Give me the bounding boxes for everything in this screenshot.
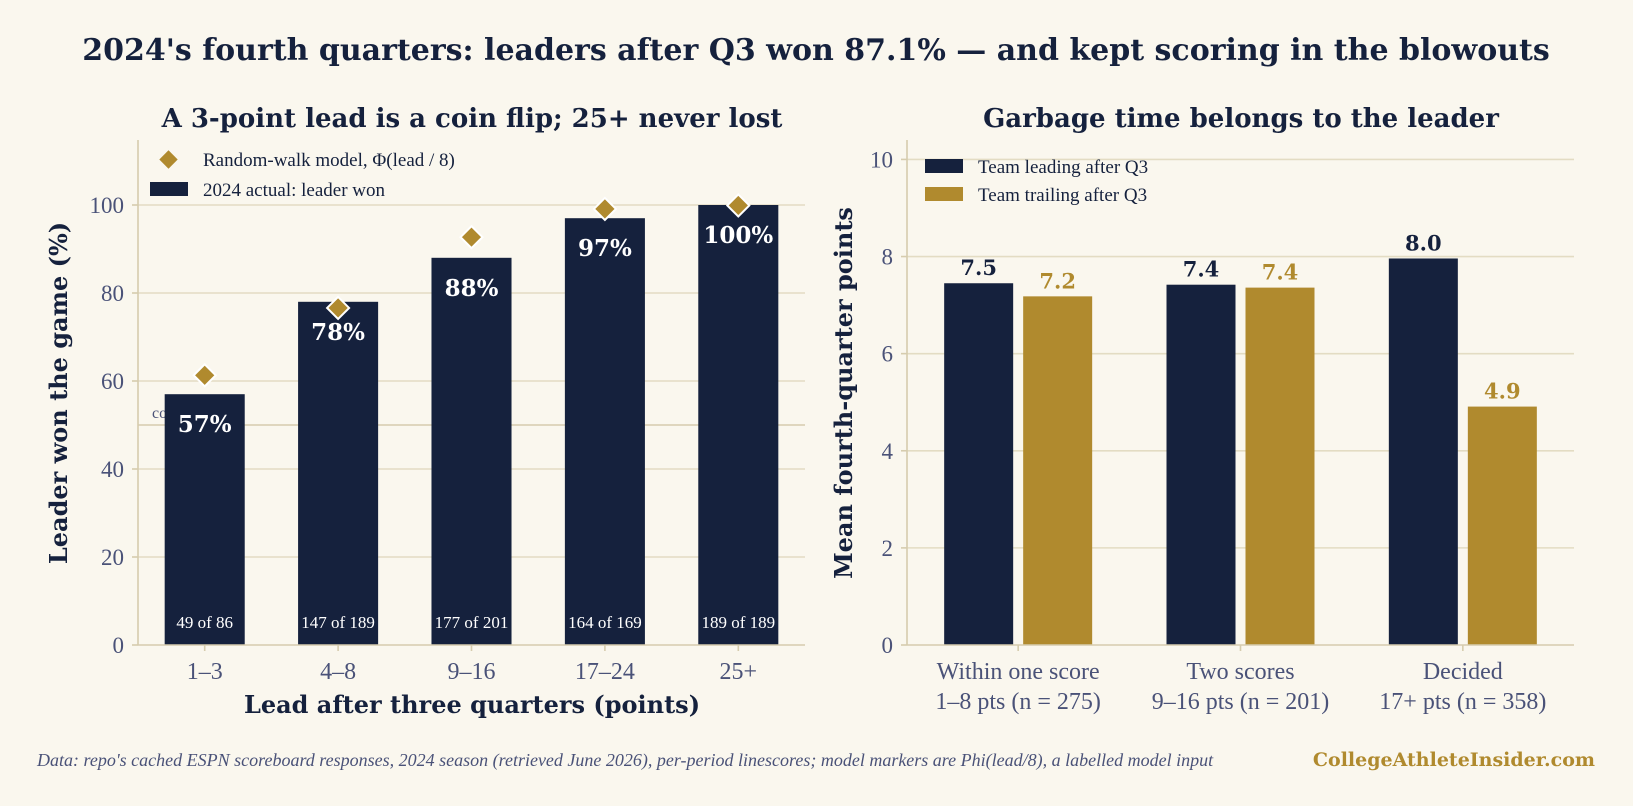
left-model-markers	[192, 193, 751, 388]
bar	[698, 205, 779, 645]
bar	[1166, 284, 1236, 645]
legend-marker-model	[159, 150, 178, 169]
right-axes: 0 2 4 6 8 10 Within one score 1–8 pts (n = 275)…	[870, 140, 1574, 715]
right-chart: Garbage time belongs to the leader 7.5 7.…	[829, 104, 1574, 715]
y-tick-label: 20	[101, 545, 124, 570]
x-tick-label: Within one score	[937, 659, 1100, 685]
bar-count-label: 177 of 201	[435, 613, 509, 632]
y-tick-label: 100	[90, 193, 125, 218]
model-marker	[192, 362, 218, 388]
right-gridlines	[907, 158, 1574, 549]
bar-value-label: 7.4	[1262, 260, 1299, 285]
bar-count-label: 147 of 189	[301, 613, 375, 632]
x-tick-label: 17–24	[575, 659, 635, 685]
bar-value-label: 7.5	[960, 255, 997, 280]
legend-label-trailing: Team trailing after Q3	[978, 185, 1147, 206]
y-tick-label: 6	[882, 342, 894, 367]
left-y-axis-label: Leader won the game (%)	[44, 222, 73, 564]
legend-label-model: Random-walk model, Φ(lead / 8)	[203, 150, 455, 171]
credit: CollegeAthleteInsider.com	[1313, 749, 1595, 771]
footnote: Data: repo's cached ESPN scoreboard resp…	[36, 750, 1214, 771]
legend-swatch-leading	[925, 159, 963, 173]
left-x-axis-label: Lead after three quarters (points)	[244, 690, 700, 719]
right-y-axis-label: Mean fourth-quarter points	[829, 207, 858, 579]
y-tick-label: 2	[882, 536, 894, 561]
legend-label-actual: 2024 actual: leader won	[203, 180, 386, 201]
x-tick-label: Decided	[1423, 659, 1503, 685]
y-tick-label: 0	[113, 633, 125, 658]
bar-count-label: 189 of 189	[701, 613, 775, 632]
left-legend: Random-walk model, Φ(lead / 8) 2024 actu…	[150, 150, 455, 201]
left-bars: 57% 49 of 86 78% 147 of 189 88% 177 of 201 97%…	[164, 205, 779, 645]
bar	[1388, 258, 1458, 645]
bar-value-label: 4.9	[1484, 379, 1521, 404]
figure-title: 2024's fourth quarters: leaders after Q3…	[82, 33, 1550, 68]
x-tick-label: 9–16	[448, 659, 496, 685]
bar	[1245, 287, 1315, 645]
bar	[1023, 296, 1093, 645]
bar	[564, 218, 645, 645]
x-tick-sublabel: 17+ pts (n = 358)	[1379, 689, 1546, 715]
bar-value-label: 97%	[578, 235, 632, 262]
left-chart: A 3-point lead is a coin flip; 25+ never…	[44, 104, 805, 719]
y-tick-label: 40	[101, 457, 124, 482]
left-axes: 0 20 40 60 80 100 1–3 4–8 9–16 17–24 25+	[90, 140, 805, 685]
x-tick-sublabel: 1–8 pts (n = 275)	[935, 689, 1101, 715]
bar-count-label: 49 of 86	[176, 613, 233, 632]
bar-value-label: 7.4	[1183, 257, 1220, 282]
bar-value-label: 78%	[311, 319, 365, 346]
y-tick-label: 60	[101, 369, 124, 394]
bar-value-label: 88%	[445, 275, 499, 302]
right-legend: Team leading after Q3 Team trailing afte…	[925, 157, 1148, 206]
x-tick-label: 25+	[720, 659, 758, 685]
x-tick-sublabel: 9–16 pts (n = 201)	[1152, 689, 1330, 715]
model-marker	[325, 295, 351, 321]
bar	[164, 394, 245, 645]
bar	[298, 301, 379, 645]
bar	[1467, 406, 1537, 645]
right-bars: 7.5 7.4 8.0 7.2 7.4 4.9	[944, 230, 1537, 645]
x-tick-label: 4–8	[320, 659, 356, 685]
bar	[431, 257, 512, 645]
right-chart-title: Garbage time belongs to the leader	[983, 104, 1499, 134]
legend-label-leading: Team leading after Q3	[978, 157, 1148, 178]
bar-value-label: 8.0	[1405, 230, 1442, 255]
y-tick-label: 80	[101, 281, 124, 306]
left-chart-title: A 3-point lead is a coin flip; 25+ never…	[161, 104, 783, 134]
bar-value-label: 7.2	[1039, 268, 1076, 293]
x-tick-label: 1–3	[187, 659, 223, 685]
y-tick-label: 10	[870, 147, 893, 172]
bar-value-label: 100%	[703, 222, 773, 249]
bar	[944, 283, 1014, 645]
y-tick-label: 4	[882, 439, 894, 464]
x-tick-label: Two scores	[1186, 659, 1294, 685]
y-tick-label: 0	[882, 633, 894, 658]
model-marker	[725, 193, 751, 218]
bar-value-label: 57%	[178, 411, 232, 438]
model-marker	[592, 196, 618, 222]
model-marker	[459, 224, 484, 250]
bar-count-label: 164 of 169	[568, 613, 642, 632]
legend-swatch-actual	[150, 182, 188, 196]
legend-swatch-trailing	[925, 187, 963, 201]
y-tick-label: 8	[882, 245, 894, 270]
